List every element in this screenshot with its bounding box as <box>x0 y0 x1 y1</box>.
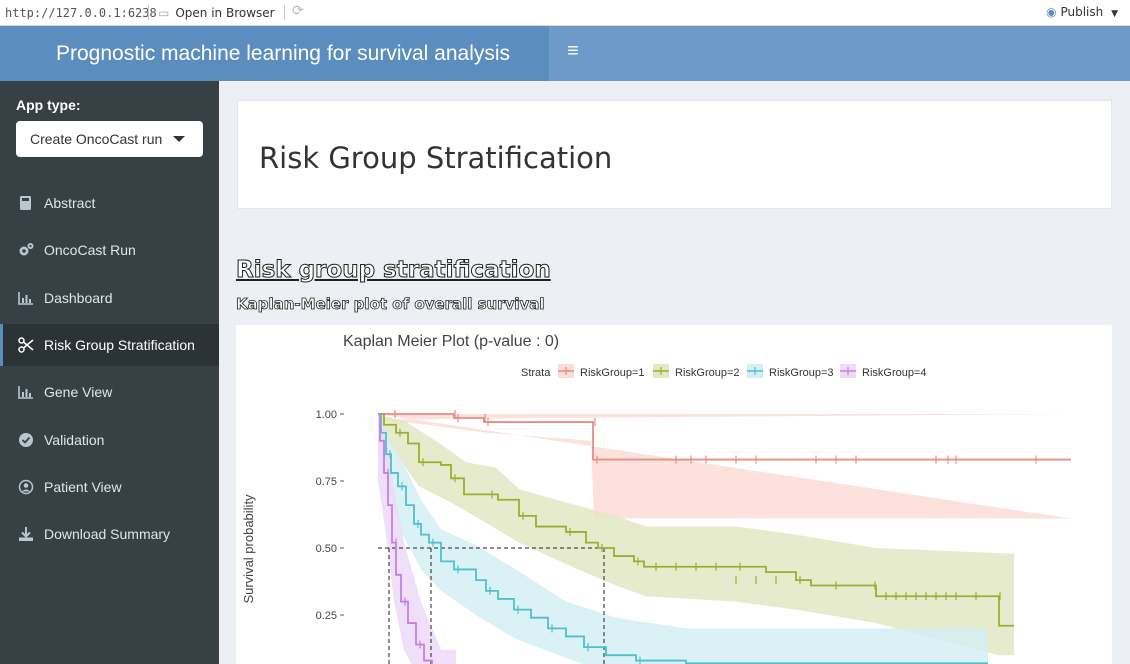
refresh-icon[interactable]: ⟳ <box>292 3 304 19</box>
survival-curve-4 <box>378 413 433 664</box>
check-circle-icon <box>19 433 33 447</box>
y-axis-label: Survival probability <box>241 494 256 604</box>
km-plot-container: Kaplan Meier Plot (p-value : 0) Strata Ri… <box>236 325 1112 664</box>
app-type-value: Create OncoCast run <box>30 131 163 147</box>
sidebar-item-label: OncoCast Run <box>44 242 136 258</box>
book-icon <box>20 196 31 210</box>
page-title: Risk Group Stratification <box>259 141 613 175</box>
y-tick-label: 0.75 <box>316 476 337 488</box>
sidebar-item-oncocast-run[interactable]: OncoCast Run <box>0 229 219 271</box>
caret-down-icon <box>173 136 185 142</box>
survival-curve-2 <box>378 413 1014 627</box>
legend-entry: RiskGroup=4 <box>840 364 927 379</box>
gears-icon <box>19 243 34 256</box>
user-circle-icon <box>18 479 34 495</box>
bar-chart-icon <box>18 292 33 305</box>
y-tick-label: 0.50 <box>316 543 337 555</box>
open-in-browser-button[interactable]: ▭ Open in Browser <box>158 6 275 20</box>
sidebar-item-label: Download Summary <box>44 526 171 542</box>
legend-entry: RiskGroup=1 <box>558 364 645 379</box>
window-icon: ▭ <box>158 6 170 20</box>
sidebar: App type: Create OncoCast run Abstract O… <box>0 81 219 664</box>
confidence-band-2 <box>378 414 1014 656</box>
confidence-band-4 <box>378 414 456 664</box>
app-type-select[interactable]: Create OncoCast run <box>16 121 203 157</box>
divider <box>284 5 285 20</box>
sidebar-item-dashboard[interactable]: Dashboard <box>0 277 219 319</box>
title-box: Risk Group Stratification <box>237 100 1112 209</box>
legend-label: RiskGroup=3 <box>769 367 834 379</box>
chevron-down-icon: ▼ <box>1111 9 1118 19</box>
legend-title: Strata <box>521 367 551 379</box>
survival-curve-3 <box>378 413 988 664</box>
sidebar-item-patient-view[interactable]: Patient View <box>0 466 219 508</box>
app-header: Prognostic machine learning for survival… <box>0 26 1130 81</box>
legend: Strata RiskGroup=1 RiskGroup=2 RiskGroup=3 R… <box>521 364 927 379</box>
confidence-bands <box>378 414 1071 664</box>
ide-toolbar: http://127.0.0.1:6238 ▭ Open in Browser ⟳… <box>0 0 1130 26</box>
sidebar-item-label: Risk Group Stratification <box>44 337 195 353</box>
sidebar-item-label: Dashboard <box>44 290 113 306</box>
sidebar-toggle-button[interactable]: ≡ <box>560 40 586 66</box>
km-plot: Kaplan Meier Plot (p-value : 0) Strata Ri… <box>241 333 1071 664</box>
app-type-label: App type: <box>16 97 81 113</box>
legend-label: RiskGroup=1 <box>580 367 645 379</box>
legend-label: RiskGroup=4 <box>862 367 927 379</box>
sidebar-item-gene-view[interactable]: Gene View <box>0 371 219 413</box>
legend-entry: RiskGroup=3 <box>747 364 834 379</box>
main-content: Risk Group Stratification Risk group str… <box>219 81 1130 664</box>
legend-label: RiskGroup=2 <box>675 367 740 379</box>
sidebar-item-label: Abstract <box>44 195 96 211</box>
scissors-icon <box>18 337 34 353</box>
bar-chart-icon <box>18 386 33 399</box>
publish-button[interactable]: ◉ Publish ▼ <box>1046 5 1118 19</box>
publish-icon: ◉ <box>1046 5 1057 19</box>
survival-curves <box>378 410 1071 664</box>
sidebar-item-download-summary[interactable]: Download Summary <box>0 513 219 555</box>
y-axis: 1.00 0.75 0.50 0.25 <box>316 409 344 622</box>
legend-entry: RiskGroup=2 <box>653 364 740 379</box>
download-icon <box>19 527 33 541</box>
confidence-band-3 <box>378 414 988 664</box>
sidebar-item-abstract[interactable]: Abstract <box>0 182 219 224</box>
median-lines <box>378 547 605 664</box>
app-title: Prognostic machine learning for survival… <box>0 26 549 81</box>
survival-curve-1 <box>378 413 1071 461</box>
open-in-browser-label: Open in Browser <box>175 6 275 20</box>
divider <box>148 5 149 20</box>
chart-title: Kaplan Meier Plot (p-value : 0) <box>343 333 559 350</box>
subsection-title: Kaplan-Meier plot of overall survival <box>236 295 545 314</box>
sidebar-item-label: Gene View <box>44 384 113 400</box>
sidebar-item-label: Patient View <box>44 479 122 495</box>
url-display: http://127.0.0.1:6238 <box>5 6 157 20</box>
sidebar-item-validation[interactable]: Validation <box>0 419 219 461</box>
publish-label: Publish <box>1060 5 1104 19</box>
y-tick-label: 1.00 <box>316 409 337 421</box>
hamburger-icon: ≡ <box>567 40 579 62</box>
confidence-band-1 <box>378 414 1071 519</box>
sidebar-item-risk-group-stratification[interactable]: Risk Group Stratification <box>0 324 219 366</box>
sidebar-item-label: Validation <box>44 432 105 448</box>
section-title: Risk group stratification <box>236 257 552 284</box>
y-tick-label: 0.25 <box>316 610 337 622</box>
